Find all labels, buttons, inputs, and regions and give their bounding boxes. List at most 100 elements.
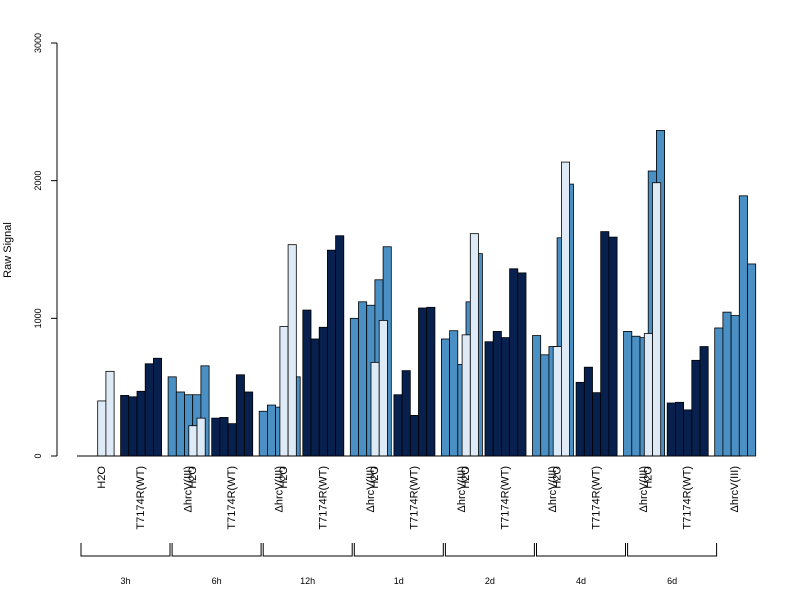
bar	[722, 311, 732, 457]
condition-label: T7174R(WT)	[591, 466, 603, 530]
bar	[592, 392, 602, 457]
bar	[440, 338, 450, 457]
condition-label: T7174R(WT)	[317, 466, 329, 530]
bar	[358, 301, 368, 457]
condition-label: H2O	[460, 466, 472, 489]
bar	[287, 244, 297, 457]
bar	[738, 195, 748, 457]
time-label: 3h	[120, 576, 130, 586]
bar	[469, 233, 479, 457]
bar	[552, 346, 562, 457]
y-tick-label: 0	[33, 453, 43, 458]
bar	[623, 331, 633, 457]
bar	[509, 268, 519, 457]
bar	[167, 376, 177, 457]
bar	[600, 231, 610, 457]
time-bracket	[536, 543, 626, 557]
bar	[393, 394, 403, 457]
bar	[335, 235, 345, 457]
bar	[532, 335, 542, 457]
bar	[188, 425, 198, 457]
bar	[652, 182, 662, 457]
bar	[152, 357, 162, 457]
bar	[561, 161, 571, 457]
bar	[426, 306, 436, 457]
bar	[136, 390, 146, 457]
bar	[302, 309, 312, 457]
bar	[747, 263, 757, 457]
bar	[279, 326, 289, 457]
bar	[128, 396, 138, 457]
bar	[583, 366, 593, 457]
bar	[266, 404, 276, 457]
condition-label: T7174R(WT)	[682, 466, 694, 530]
bar	[244, 391, 254, 457]
bar	[175, 391, 185, 457]
time-label: 4d	[576, 576, 586, 586]
bar	[219, 417, 229, 457]
condition-label: ΔhrcV(III)	[274, 466, 286, 512]
bar	[227, 423, 237, 457]
bar	[540, 354, 550, 457]
time-bracket	[627, 543, 718, 557]
bar	[461, 334, 471, 457]
bar	[120, 395, 130, 457]
time-bracket	[171, 543, 262, 557]
bar	[691, 359, 701, 457]
condition-label: H2O	[551, 466, 563, 489]
y-axis: 0 1000 2000 3000	[33, 33, 58, 459]
bar	[575, 381, 585, 457]
bar	[683, 409, 693, 457]
bar	[326, 249, 336, 457]
condition-label: ΔhrcV(III)	[183, 466, 195, 512]
time-label: 6h	[212, 576, 222, 586]
condition-label: H2O	[187, 466, 199, 489]
time-label: 1d	[394, 576, 404, 586]
bar	[675, 401, 685, 457]
bar	[730, 315, 740, 457]
bar	[401, 370, 411, 457]
condition-label: H2O	[642, 466, 654, 489]
y-tick-label: 1000	[33, 308, 43, 328]
bar	[349, 317, 359, 457]
y-axis-label: Raw Signal	[2, 222, 14, 278]
bar	[714, 327, 724, 457]
bar	[643, 333, 653, 457]
bar	[418, 307, 428, 457]
bar	[666, 402, 676, 457]
condition-label: H2O	[96, 466, 108, 489]
bar	[144, 363, 154, 457]
time-label: 12h	[300, 576, 315, 586]
condition-label: H2O	[278, 466, 290, 489]
condition-label: T7174R(WT)	[135, 466, 147, 530]
bar	[608, 236, 618, 457]
condition-label: ΔhrcV(III)	[638, 466, 650, 512]
bar	[196, 417, 206, 457]
time-label: 2d	[485, 576, 495, 586]
group-6d	[643, 182, 757, 457]
bar	[517, 272, 527, 457]
bar	[211, 417, 221, 457]
condition-label: ΔhrcV(III)	[365, 466, 377, 512]
condition-label: H2O	[369, 466, 381, 489]
bar	[699, 346, 709, 457]
time-label: 6d	[667, 576, 677, 586]
bar	[492, 331, 502, 457]
bar	[97, 400, 107, 457]
condition-label: T7174R(WT)	[226, 466, 238, 530]
bar	[631, 335, 641, 457]
condition-label: T7174R(WT)	[500, 466, 512, 530]
bar	[310, 338, 320, 457]
bar	[370, 361, 380, 457]
bar	[318, 326, 328, 457]
time-bracket	[444, 543, 535, 557]
group-3h	[97, 357, 210, 457]
bar	[235, 374, 245, 457]
time-bracket	[262, 543, 353, 557]
bar	[378, 319, 388, 457]
condition-label: ΔhrcV(III)	[547, 466, 559, 512]
condition-label: ΔhrcV(III)	[456, 466, 468, 512]
condition-label: ΔhrcV(III)	[729, 466, 741, 512]
time-brackets: 3h 6h 12h 1d 2d 4d 6d	[80, 543, 718, 586]
